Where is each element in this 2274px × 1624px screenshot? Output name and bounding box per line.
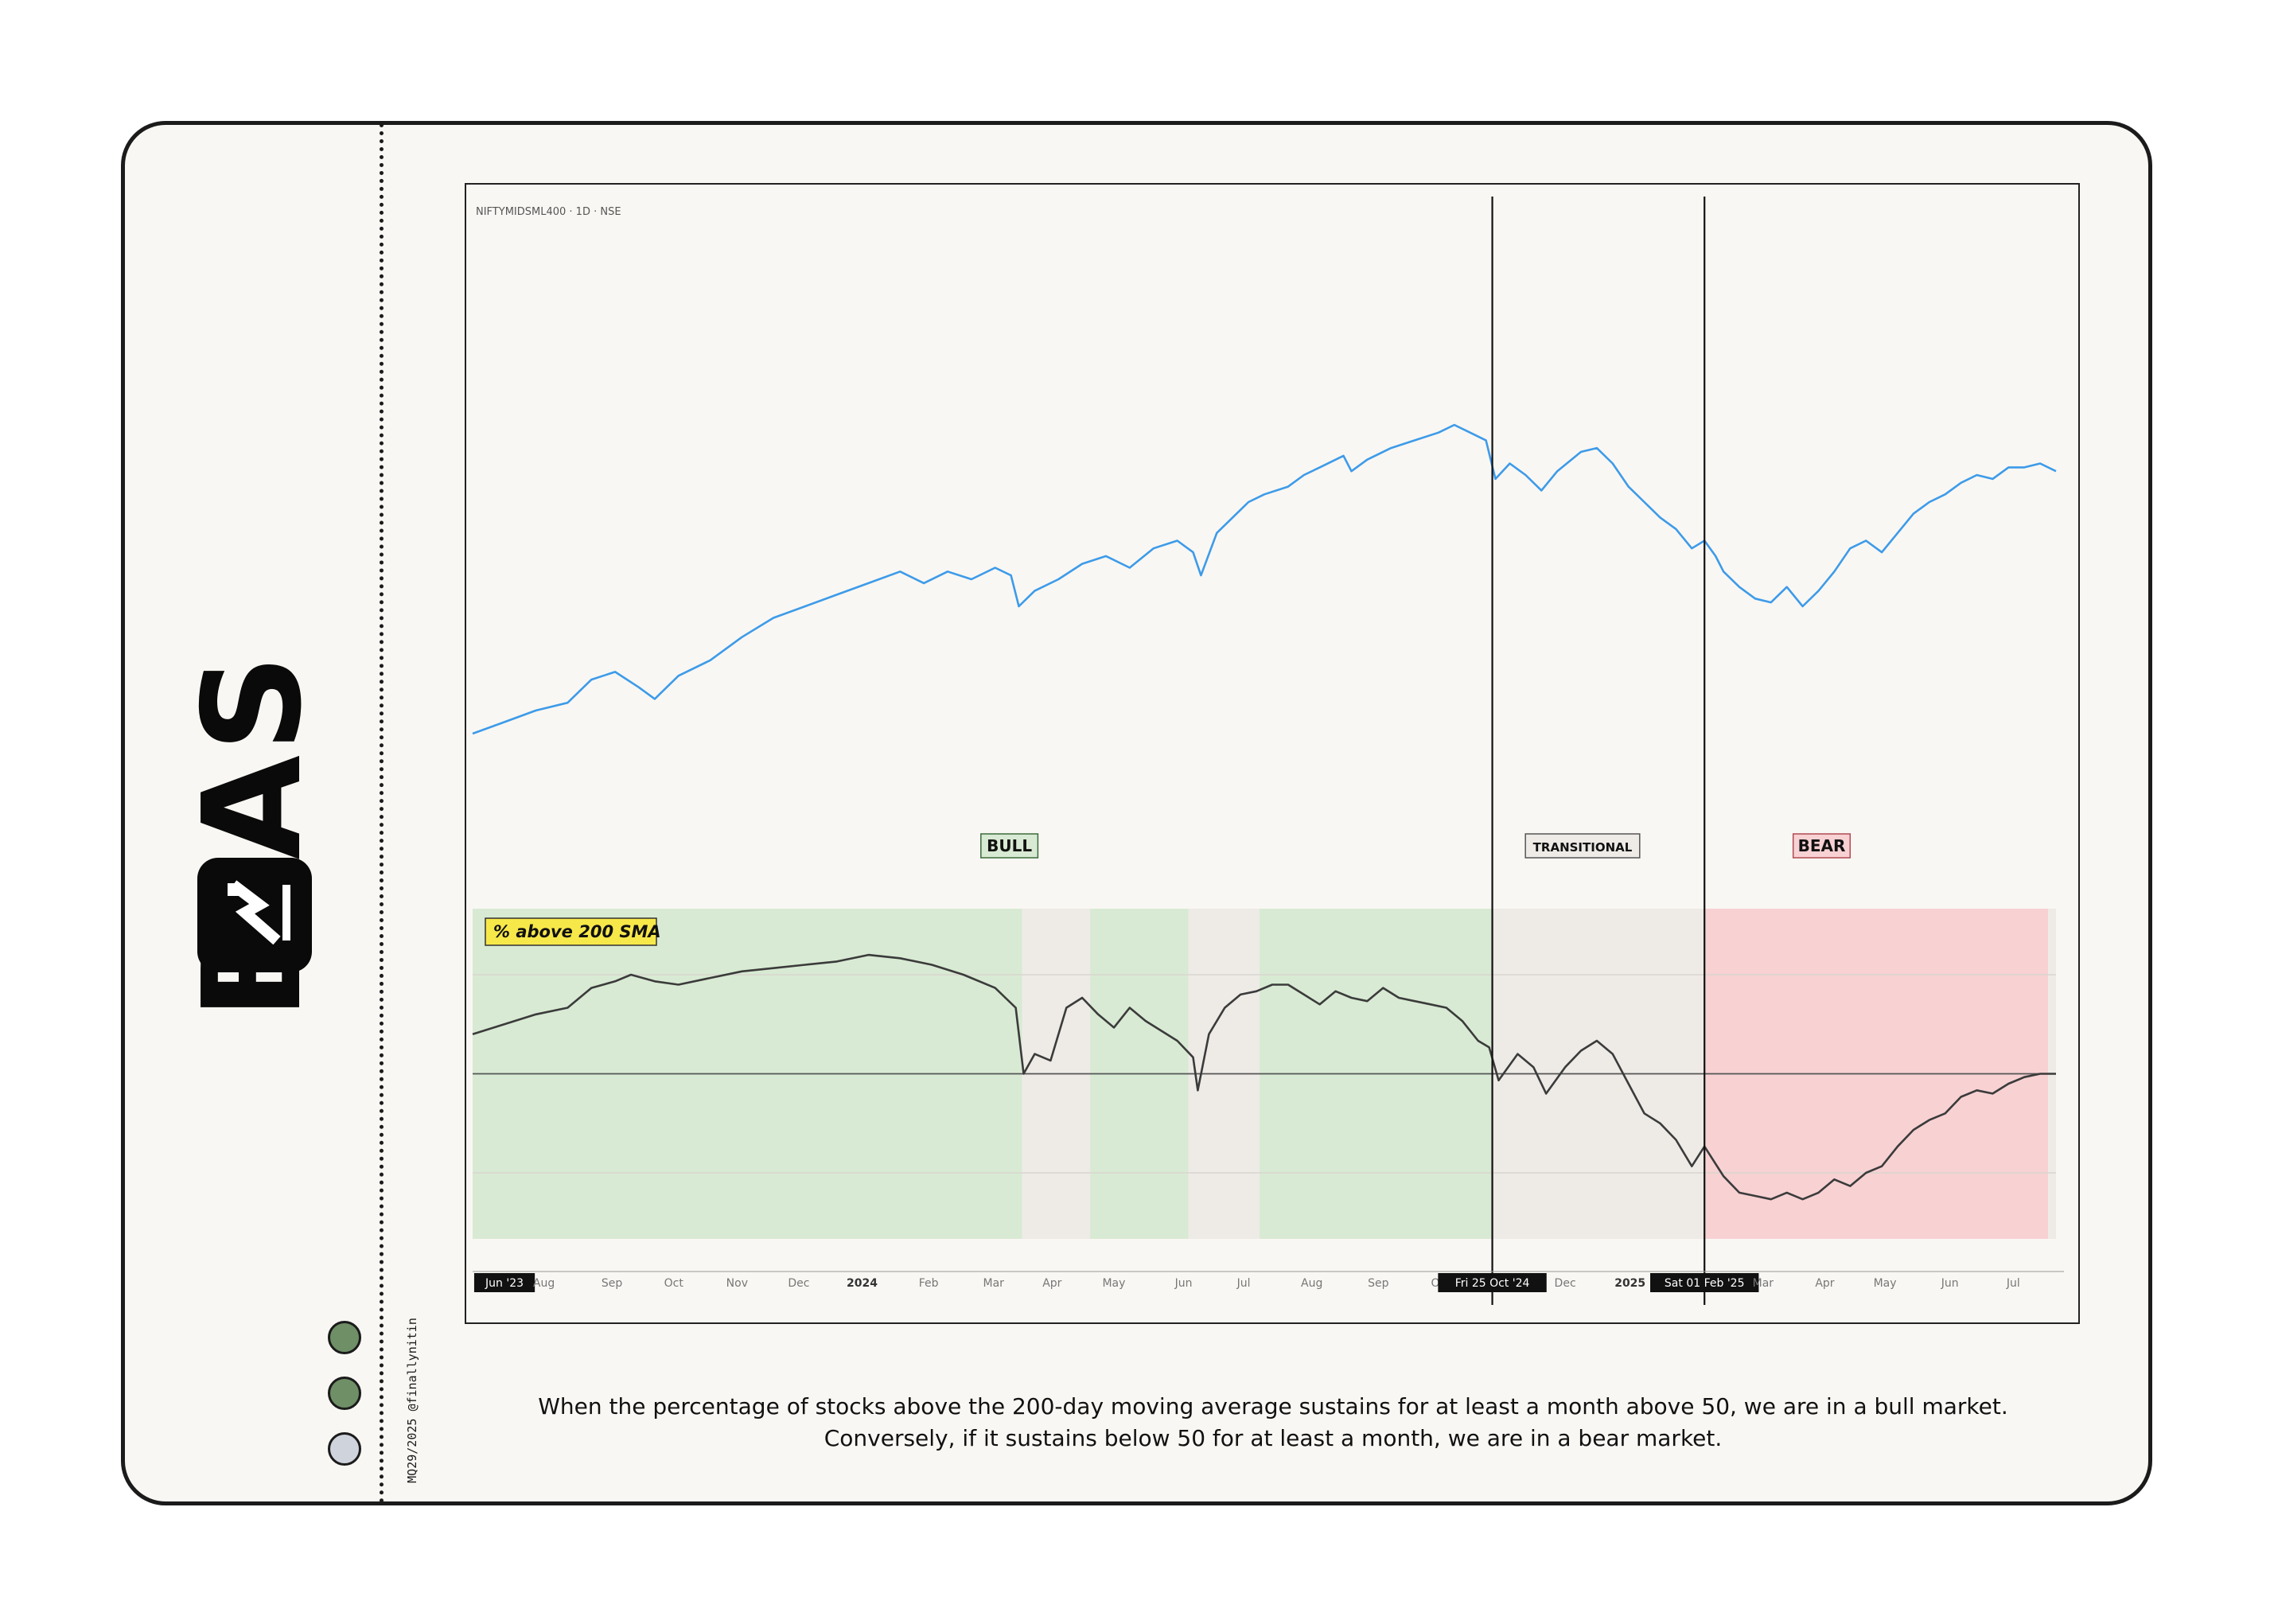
tick-label: May xyxy=(1874,1277,1897,1290)
chart-svg: NIFTYMIDSML400 · 1D · NSE % above 200 SMA… xyxy=(472,197,2064,1305)
chart-panel: NIFTYMIDSML400 · 1D · NSE % above 200 SMA… xyxy=(465,183,2080,1324)
tick-label: Nov xyxy=(726,1277,748,1290)
tick-label-highlight xyxy=(473,1273,535,1292)
tick-label: Mar xyxy=(1753,1277,1774,1290)
tick-label: Mar xyxy=(983,1277,1004,1290)
status-dot xyxy=(328,1321,361,1354)
reference-lines xyxy=(473,974,2056,1174)
indicator-label-box xyxy=(485,917,657,946)
dotted-divider xyxy=(380,123,384,1504)
tick-label: Fri 25 Oct '24 xyxy=(1455,1277,1530,1290)
tick-label: Jun xyxy=(1941,1277,1959,1290)
tick-label: Apr xyxy=(1042,1277,1061,1290)
symbol-label: NIFTYMIDSML400 · 1D · NSE xyxy=(476,206,621,218)
regime-label: TRANSITIONAL xyxy=(1533,840,1633,855)
tick-label: 2025 xyxy=(1614,1277,1645,1290)
regime-label-box xyxy=(1792,833,1852,859)
footer-note: MQ29/2025 @finallynitin xyxy=(405,1318,419,1483)
status-dot xyxy=(328,1432,361,1466)
regime-label-box xyxy=(980,833,1039,859)
tick-label: Sep xyxy=(1368,1277,1389,1290)
status-dot xyxy=(328,1377,361,1410)
tick-label-highlight xyxy=(1438,1273,1547,1292)
tick-label: Dec xyxy=(788,1277,809,1290)
regime-label-box xyxy=(1524,833,1641,859)
tick-label: Jun xyxy=(1174,1277,1193,1290)
chart-labels: NIFTYMIDSML400 · 1D · NSE % above 200 SMA… xyxy=(476,206,1852,946)
tick-label: Apr xyxy=(1815,1277,1834,1290)
tick-label: Aug xyxy=(1301,1277,1322,1290)
caption-text: When the percentage of stocks above the … xyxy=(538,1393,2008,1451)
vertical-markers xyxy=(1491,197,1706,1305)
arrow-trend-icon xyxy=(197,858,312,972)
tick-label: Sep xyxy=(602,1277,623,1290)
indicator-label: % above 200 SMA xyxy=(493,922,661,941)
tick-label: Oct xyxy=(664,1277,684,1290)
tick-label: Jul xyxy=(2006,1277,2020,1290)
tick-label: Feb xyxy=(919,1277,939,1290)
tick-label: Aug xyxy=(533,1277,555,1290)
tick-label: Sat 01 Feb '25 xyxy=(1665,1277,1745,1290)
x-axis: Jun '23 Aug Sep Oct Nov Dec 2024 Feb Mar Apr May Ju… xyxy=(473,1271,2064,1292)
tick-label: Jun '23 xyxy=(485,1277,524,1290)
tick-label-highlight xyxy=(1650,1273,1759,1292)
breadth-line xyxy=(472,953,2056,1201)
regime-label: BEAR xyxy=(1798,836,1846,855)
tick-label: May xyxy=(1102,1277,1125,1290)
series-lines xyxy=(472,423,2057,1201)
tick-label: Dec xyxy=(1555,1277,1576,1290)
status-dots xyxy=(328,1321,368,1480)
tick-label: 2024 xyxy=(847,1277,878,1290)
price-line xyxy=(472,423,2057,735)
tick-label: Jul xyxy=(1236,1277,1251,1290)
regime-label: BULL xyxy=(987,836,1032,855)
